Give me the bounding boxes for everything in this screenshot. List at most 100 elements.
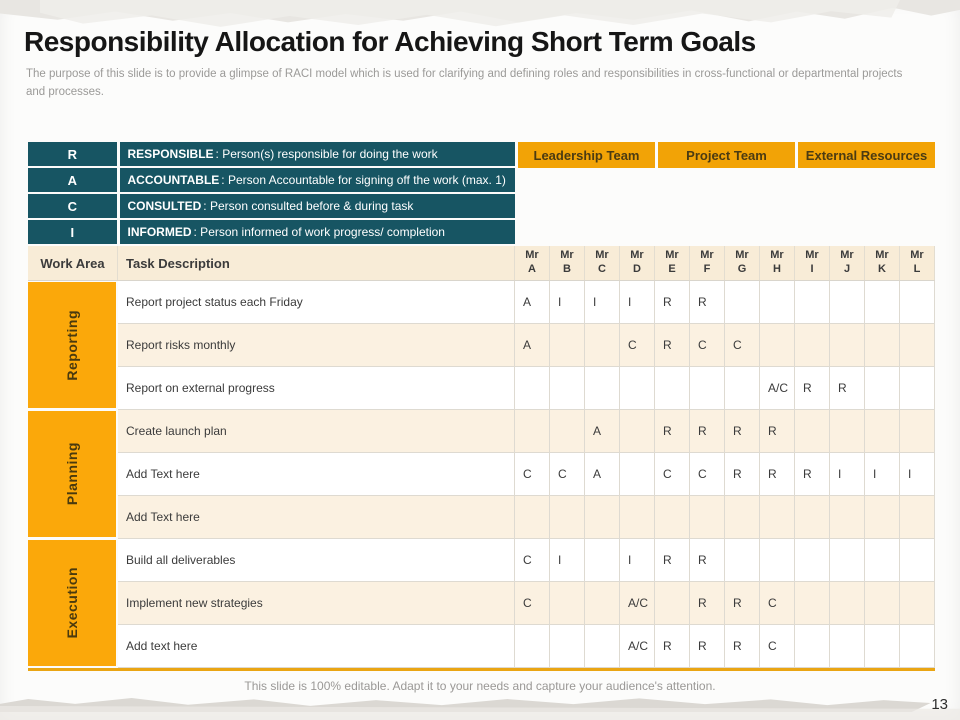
task-cell: Add text here [118, 625, 515, 667]
section-planning: Planning Create launch plan A R R R R Add Text … [28, 410, 935, 539]
raci-cell: A/C [620, 625, 655, 667]
raci-cell [865, 625, 900, 667]
legend-description: ACCOUNTABLE : Person Accountable for sig… [119, 168, 515, 192]
raci-cell: R [725, 453, 760, 495]
raci-cell: R [690, 582, 725, 624]
raci-cell [620, 453, 655, 495]
raci-cell [725, 281, 760, 323]
raci-cell [585, 625, 620, 667]
table-row: Report on external progress A/C R R [118, 367, 935, 410]
person-header: Mr A [515, 246, 550, 280]
raci-cell: A [585, 453, 620, 495]
raci-cell: R [655, 539, 690, 581]
torn-edge-bottom-layer2 [0, 706, 960, 720]
raci-cell [585, 496, 620, 538]
person-header-line1: Mr [770, 249, 784, 262]
task-description-header: Task Description [118, 246, 515, 280]
raci-cell [550, 410, 585, 452]
person-header: Mr F [690, 246, 725, 280]
raci-cell: R [655, 281, 690, 323]
raci-cell: R [795, 367, 830, 409]
person-header-line2: K [878, 263, 886, 275]
raci-cell [900, 496, 935, 538]
raci-cell: C [655, 453, 690, 495]
raci-legend: R RESPONSIBLE : Person(s) responsible for… [28, 142, 515, 246]
raci-cell: R [725, 625, 760, 667]
raci-cell [515, 410, 550, 452]
work-area-label: Execution [64, 567, 80, 639]
raci-cell [515, 625, 550, 667]
table-row: Add Text here [118, 496, 935, 539]
person-header: Mr B [550, 246, 585, 280]
raci-cell: R [725, 582, 760, 624]
person-header-line2: E [668, 263, 676, 275]
legend-term: ACCOUNTABLE [127, 173, 220, 187]
person-header-line1: Mr [700, 249, 714, 262]
person-header-line2: H [773, 263, 781, 275]
person-header-line1: Mr [840, 249, 854, 262]
person-header-line1: Mr [910, 249, 924, 262]
person-header-line1: Mr [805, 249, 819, 262]
task-cell: Report risks monthly [118, 324, 515, 366]
work-area-band-fill: Planning [28, 411, 116, 537]
legend-definition: : Person consulted before & during task [203, 199, 414, 213]
person-header-line1: Mr [630, 249, 644, 262]
legend-key: C [28, 194, 117, 218]
raci-cell [655, 496, 690, 538]
person-header-line1: Mr [595, 249, 609, 262]
legend-definition: : Person(s) responsible for doing the wo… [215, 147, 438, 161]
raci-cell [900, 539, 935, 581]
task-cell: Add Text here [118, 453, 515, 495]
raci-cell: C [760, 625, 795, 667]
raci-cell: A [585, 410, 620, 452]
person-header-line2: J [843, 263, 851, 275]
legend-description: RESPONSIBLE : Person(s) responsible for … [119, 142, 515, 166]
raci-cell [900, 582, 935, 624]
raci-cell [550, 324, 585, 366]
raci-cell [865, 281, 900, 323]
task-cell: Report on external progress [118, 367, 515, 409]
raci-cell [655, 582, 690, 624]
person-header-line2: B [563, 263, 571, 275]
raci-cell [865, 324, 900, 366]
raci-cell [550, 496, 585, 538]
legend-row: R RESPONSIBLE : Person(s) responsible for… [28, 142, 515, 166]
work-area-band-fill: Execution [28, 540, 116, 666]
raci-cell [515, 367, 550, 409]
person-header-line2: I [810, 263, 814, 275]
raci-cell [830, 324, 865, 366]
raci-cell: C [515, 453, 550, 495]
legend-key: R [28, 142, 117, 166]
raci-cell [865, 367, 900, 409]
legend-row: A ACCOUNTABLE : Person Accountable for si… [28, 168, 515, 192]
raci-cell [550, 367, 585, 409]
table-row: Build all deliverables C I I R R [118, 539, 935, 582]
raci-cell: C [725, 324, 760, 366]
person-header: Mr C [585, 246, 620, 280]
raci-cell: R [690, 625, 725, 667]
raci-cell [760, 539, 795, 581]
table-row: Create launch plan A R R R R [118, 410, 935, 453]
table-row: Report project status each Friday A I I I R R [118, 281, 935, 324]
work-area-label: Planning [64, 442, 80, 506]
raci-cell: C [690, 324, 725, 366]
raci-cell: C [550, 453, 585, 495]
person-header-line1: Mr [875, 249, 889, 262]
raci-cell [900, 281, 935, 323]
raci-cell: I [830, 453, 865, 495]
raci-cell [900, 625, 935, 667]
raci-cell: R [725, 410, 760, 452]
raci-cell [795, 539, 830, 581]
raci-cell [585, 324, 620, 366]
page-number: 13 [931, 696, 948, 713]
task-cell: Add Text here [118, 496, 515, 538]
raci-cell [865, 410, 900, 452]
raci-cell: C [690, 453, 725, 495]
legend-description: CONSULTED : Person consulted before & du… [119, 194, 515, 218]
raci-cell [830, 410, 865, 452]
footer-note: This slide is 100% editable. Adapt it to… [244, 679, 716, 693]
raci-cell [795, 324, 830, 366]
person-header: Mr I [795, 246, 830, 280]
raci-cell: I [620, 281, 655, 323]
task-cell: Build all deliverables [118, 539, 515, 581]
